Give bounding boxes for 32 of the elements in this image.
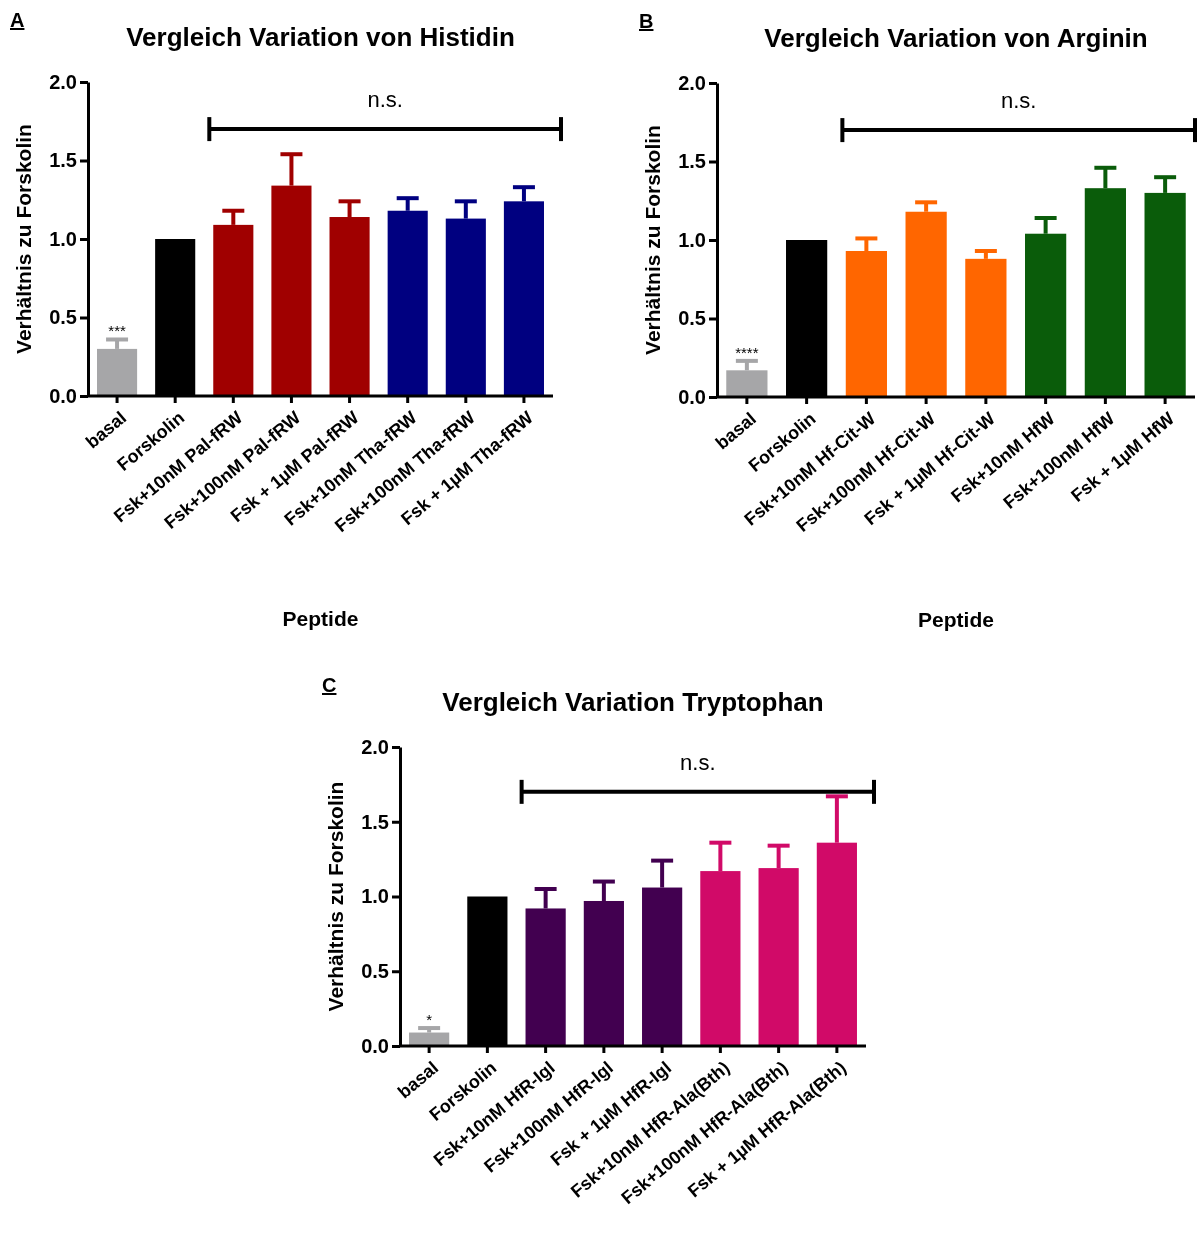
- chart-title: Vergleich Variation von Arginin: [764, 23, 1148, 53]
- y-tick-label: 1.5: [49, 149, 77, 172]
- text: A: [10, 9, 25, 31]
- y-tick-label: 1.0: [678, 228, 706, 251]
- y-axis-title: Verhältnis zu Forskolin: [12, 124, 35, 354]
- y-tick-label: 2.0: [49, 70, 77, 93]
- annotation: n.s.: [367, 87, 403, 113]
- annotation: n.s.: [680, 749, 716, 775]
- y-tick-label: 0.5: [678, 307, 706, 330]
- y-tick-label: 0.0: [361, 1034, 389, 1057]
- x-axis-title: Peptide: [282, 607, 359, 630]
- text: B: [639, 10, 654, 32]
- annotation: ***: [108, 322, 126, 340]
- y-axis-title: Verhältnis zu Forskolin: [641, 125, 664, 355]
- y-tick-label: 0.0: [49, 384, 77, 407]
- y-tick-label: 0.0: [678, 385, 706, 408]
- chart-title: Vergleich Variation von Histidin: [126, 22, 515, 52]
- y-tick-label: 1.0: [361, 885, 389, 908]
- text: C: [322, 674, 337, 696]
- y-tick-label: 0.5: [361, 960, 389, 983]
- y-tick-label: 1.0: [49, 227, 77, 250]
- annotation: ****: [735, 343, 759, 361]
- y-tick-label: 2.0: [361, 735, 389, 758]
- y-tick-label: 1.5: [678, 150, 706, 173]
- y-tick-label: 2.0: [678, 71, 706, 94]
- y-tick-label: 1.5: [361, 810, 389, 833]
- annotation: n.s.: [1000, 88, 1037, 114]
- y-tick-label: 0.5: [49, 306, 77, 329]
- y-axis-title: Verhältnis zu Forskolin: [324, 781, 347, 1012]
- chart-title: Vergleich Variation Tryptophan: [442, 687, 824, 717]
- annotation: *: [426, 1011, 433, 1029]
- x-axis-title: Peptide: [918, 608, 994, 631]
